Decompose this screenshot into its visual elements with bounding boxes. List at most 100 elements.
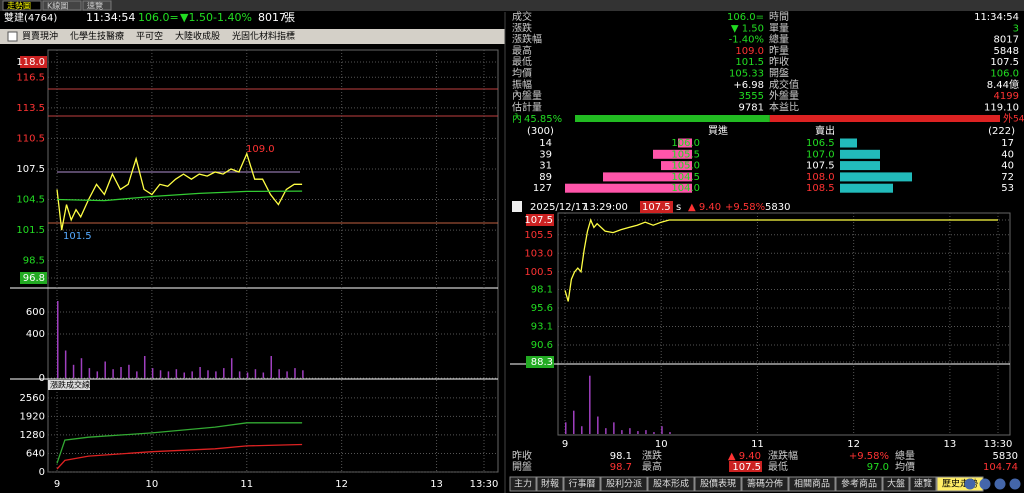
x-tick-label: 12 [335, 479, 348, 490]
y-tick-label: 105.5 [524, 230, 553, 241]
toolbar-icon[interactable] [7, 31, 18, 42]
x-tick-label: 13:30 [470, 479, 499, 490]
nav-button[interactable] [964, 478, 976, 490]
volume-bar [136, 371, 138, 378]
quote-value: +6.98 [733, 80, 764, 91]
summary-value: 98.7 [610, 462, 632, 473]
toolbar-button[interactable]: 買賣現沖 [22, 30, 58, 42]
quote-value: 119.10 [984, 102, 1019, 113]
volume-bar [294, 368, 296, 378]
bottom-tab[interactable] [536, 476, 564, 492]
volume: 5830 [765, 202, 790, 213]
bottom-tab-label[interactable]: 速覽 [914, 478, 932, 490]
ratio-value: 45.85% [524, 114, 562, 125]
volume-bar [57, 301, 59, 378]
bottom-tab[interactable] [835, 476, 883, 492]
bottom-tab-label[interactable]: 主力 [514, 478, 532, 490]
y-tick-label: 95.6 [531, 303, 553, 314]
quote-label: 總量 [769, 33, 789, 46]
price-box [20, 272, 47, 284]
volume-bar [629, 428, 631, 434]
tab-label[interactable]: 走勢圖 [7, 1, 31, 11]
bid-bar [678, 138, 692, 148]
volume-bar [167, 371, 170, 378]
ask-bar [840, 183, 893, 193]
quote-label: 漲跌 [512, 21, 532, 34]
bottom-tab-label[interactable]: 股本形成 [653, 478, 689, 490]
book-total: (222) [988, 126, 1015, 137]
price-box [640, 201, 673, 213]
volume-bar [565, 422, 567, 434]
tab-label[interactable]: 速覽 [87, 1, 103, 11]
nav-button[interactable] [979, 478, 991, 490]
bottom-tab[interactable] [909, 476, 937, 492]
y-tick-label: 640 [26, 448, 45, 459]
y-tick-label: 103.0 [524, 248, 553, 259]
tab-label[interactable]: K線圖 [47, 1, 68, 11]
bottom-tab-label[interactable]: 籌碼分佈 [747, 478, 783, 490]
bid-bar [661, 161, 692, 171]
y-tick-label: 0 [39, 373, 45, 384]
volume-bar [175, 369, 178, 378]
bottom-tab[interactable] [509, 476, 537, 492]
nav-button[interactable] [1009, 478, 1021, 490]
panel-title: 漲跌成交線 [50, 380, 90, 390]
quote-label: 漲跌幅 [512, 33, 542, 46]
bottom-tab[interactable] [647, 476, 695, 492]
change-pct: +9.58% [725, 202, 765, 213]
x-tick-label: 13 [430, 479, 443, 490]
change: ▼1.50 [180, 11, 213, 24]
bottom-tab-label[interactable]: 參考商品 [841, 478, 877, 490]
volume-bar [302, 370, 304, 378]
ask-volume: 40 [1001, 161, 1014, 172]
quote-value: 101.5 [735, 57, 764, 68]
quote-value: 106.0= [727, 12, 764, 23]
quote-label: 昨量 [769, 45, 789, 57]
volume-bar [278, 369, 280, 378]
volume-bar [64, 350, 67, 378]
x-tick-label: 11 [240, 479, 253, 490]
tab[interactable] [82, 0, 112, 11]
bottom-tab[interactable] [600, 476, 648, 492]
volume-bar [151, 368, 154, 378]
bottom-tab[interactable] [694, 476, 742, 492]
bid-volume: 31 [539, 161, 552, 172]
bottom-tab[interactable] [882, 476, 910, 492]
y-tick-label: 101.5 [16, 225, 45, 236]
quote-value: 106.0 [990, 69, 1019, 80]
bottom-tab-label[interactable]: 大盤 [887, 478, 905, 490]
volume-bar [72, 364, 75, 378]
tab[interactable] [2, 0, 42, 11]
bottom-tab[interactable] [563, 476, 601, 492]
x-tick-label: 13:30 [984, 439, 1013, 450]
bottom-tab-label[interactable]: 財報 [541, 478, 559, 490]
y-tick-label: 88.3 [531, 357, 553, 368]
summary-label: 最高 [642, 460, 662, 473]
y-tick-label: 113.5 [16, 103, 45, 114]
volume-bar [230, 358, 233, 378]
icon [512, 201, 522, 212]
bottom-tab[interactable] [741, 476, 789, 492]
cumulative-line [56, 443, 303, 470]
bottom-tab-label[interactable]: 股價表現 [700, 478, 736, 490]
bottom-tab-label[interactable]: 相關商品 [794, 478, 830, 490]
y-tick-label: 107.5 [16, 164, 45, 175]
toolbar-button[interactable]: 光固化材料指標 [232, 30, 295, 42]
bottom-tab-label[interactable]: 行事曆 [568, 478, 595, 490]
volume-bar [597, 416, 599, 434]
toolbar [0, 29, 505, 44]
volume-bar [613, 422, 615, 434]
bid-volume: 89 [539, 172, 552, 183]
ask-bar [840, 138, 857, 148]
summary-label: 漲跌 [642, 449, 662, 462]
bottom-tab-label[interactable]: 股利分派 [606, 478, 642, 490]
toolbar-button[interactable]: 大陸收成股 [175, 30, 220, 42]
toolbar-button[interactable]: 化學生技醫療 [70, 30, 124, 42]
toolbar-button[interactable]: 平可空 [136, 30, 163, 42]
nav-button[interactable] [994, 478, 1006, 490]
bottom-tab[interactable] [788, 476, 836, 492]
bid-volume: 39 [539, 149, 552, 160]
tab[interactable] [42, 0, 82, 11]
summary-label: 開盤 [512, 460, 532, 473]
